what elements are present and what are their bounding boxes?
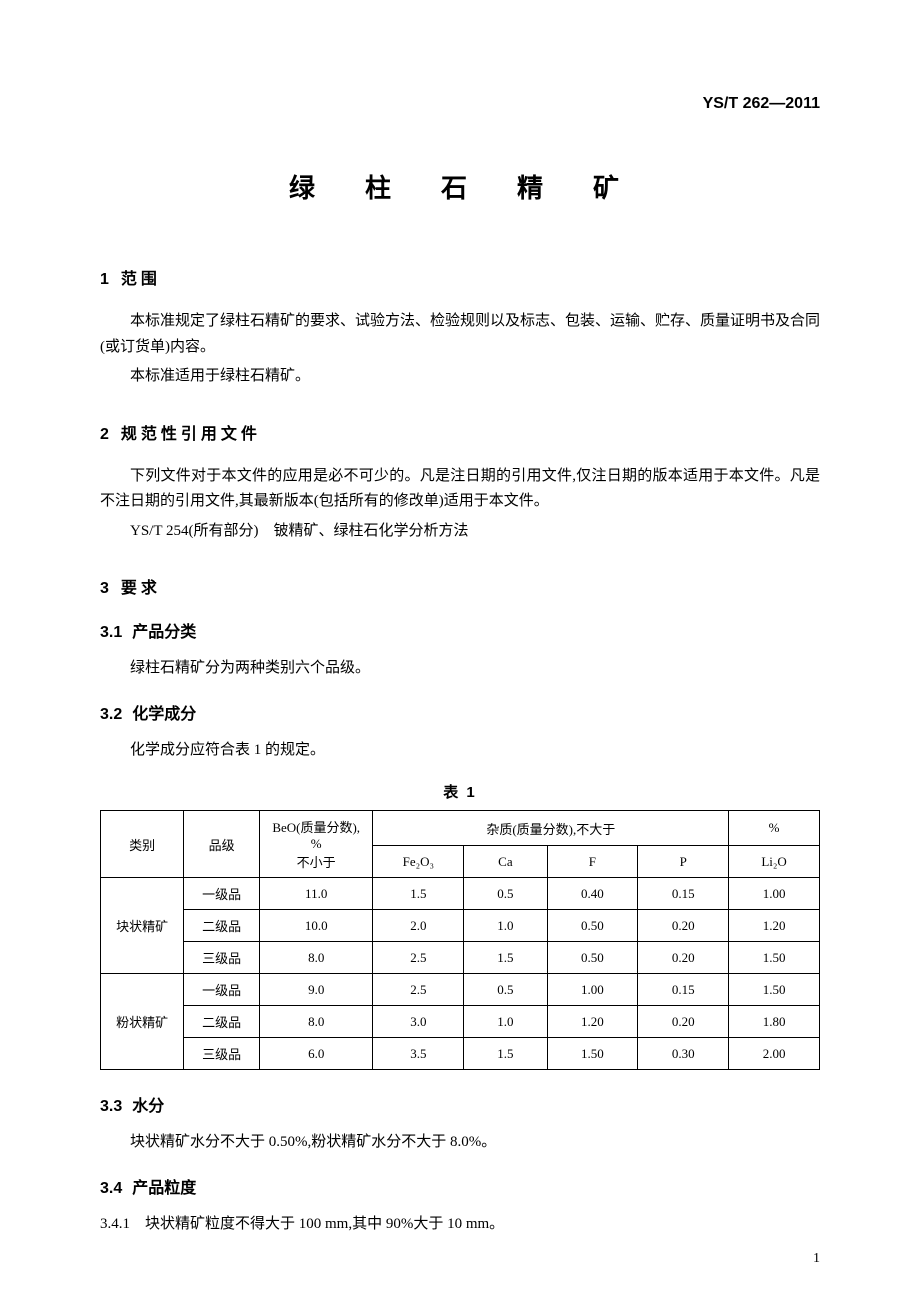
section-1-label: 范围 <box>121 271 161 288</box>
td-ca: 1.5 <box>464 1038 547 1070</box>
section-2-heading: 2 规范性引用文件 <box>100 420 820 444</box>
section-3-heading: 3 要求 <box>100 574 820 598</box>
td-ca: 0.5 <box>464 878 547 910</box>
td-f: 0.40 <box>547 878 638 910</box>
th-beo-pct: % <box>264 836 369 852</box>
td-cat-powder: 粉状精矿 <box>101 974 184 1070</box>
section-3-3-label: 水分 <box>132 1098 164 1115</box>
td-p: 0.20 <box>638 910 729 942</box>
section-3-number: 3 <box>100 580 109 597</box>
section-3-label: 要求 <box>121 580 161 597</box>
th-beo: BeO(质量分数), % 不小于 <box>259 811 373 878</box>
table-1-caption: 表 1 <box>100 781 820 802</box>
section-3-2-heading: 3.2 化学成分 <box>100 700 820 724</box>
td-grade: 一级品 <box>184 878 260 910</box>
td-li2o: 1.50 <box>729 974 820 1006</box>
td-li2o: 1.80 <box>729 1006 820 1038</box>
section-1-number: 1 <box>100 271 109 288</box>
section-2-para-2: YS/T 254(所有部分) 铍精矿、绿柱石化学分析方法 <box>100 519 820 545</box>
td-f: 0.50 <box>547 910 638 942</box>
section-3-1-para: 绿柱石精矿分为两种类别六个品级。 <box>100 656 820 682</box>
td-li2o: 1.00 <box>729 878 820 910</box>
section-3-4-1: 3.4.1 块状精矿粒度不得大于 100 mm,其中 90%大于 10 mm。 <box>100 1212 820 1238</box>
section-2-label: 规范性引用文件 <box>121 426 261 443</box>
section-1-para-1: 本标准规定了绿柱石精矿的要求、试验方法、检验规则以及标志、包装、运输、贮存、质量… <box>100 309 820 360</box>
td-fe2o3: 2.5 <box>373 942 464 974</box>
th-impurity: 杂质(质量分数),不大于 <box>373 811 729 846</box>
section-2-number: 2 <box>100 426 109 443</box>
td-p: 0.15 <box>638 878 729 910</box>
td-p: 0.30 <box>638 1038 729 1070</box>
table-row: 块状精矿 一级品 11.0 1.5 0.5 0.40 0.15 1.00 <box>101 878 820 910</box>
section-3-2-number: 3.2 <box>100 706 122 723</box>
th-pct: % <box>729 811 820 846</box>
td-p: 0.20 <box>638 1006 729 1038</box>
td-fe2o3: 2.5 <box>373 974 464 1006</box>
td-f: 1.00 <box>547 974 638 1006</box>
td-li2o: 1.50 <box>729 942 820 974</box>
section-3-4-heading: 3.4 产品粒度 <box>100 1174 820 1198</box>
section-3-3-para: 块状精矿水分不大于 0.50%,粉状精矿水分不大于 8.0%。 <box>100 1130 820 1156</box>
td-ca: 1.0 <box>464 1006 547 1038</box>
td-li2o: 1.20 <box>729 910 820 942</box>
th-beo-line2: 不小于 <box>264 852 369 871</box>
table-row: 二级品 8.0 3.0 1.0 1.20 0.20 1.80 <box>101 1006 820 1038</box>
section-3-3-number: 3.3 <box>100 1098 122 1115</box>
th-fe2o3: Fe₂O₃ <box>373 846 464 878</box>
table-row: 三级品 6.0 3.5 1.5 1.50 0.30 2.00 <box>101 1038 820 1070</box>
section-1-heading: 1 范围 <box>100 265 820 289</box>
td-p: 0.15 <box>638 974 729 1006</box>
td-grade: 一级品 <box>184 974 260 1006</box>
th-li2o: Li₂O <box>729 846 820 878</box>
td-beo: 9.0 <box>259 974 373 1006</box>
td-fe2o3: 3.5 <box>373 1038 464 1070</box>
td-beo: 6.0 <box>259 1038 373 1070</box>
td-grade: 三级品 <box>184 942 260 974</box>
table-row: 三级品 8.0 2.5 1.5 0.50 0.20 1.50 <box>101 942 820 974</box>
td-beo: 10.0 <box>259 910 373 942</box>
td-p: 0.20 <box>638 942 729 974</box>
th-ca: Ca <box>464 846 547 878</box>
td-ca: 0.5 <box>464 974 547 1006</box>
document-title: 绿 柱 石 精 矿 <box>100 168 820 205</box>
table-header-row-1: 类别 品级 BeO(质量分数), % 不小于 杂质(质量分数),不大于 % <box>101 811 820 846</box>
td-f: 1.50 <box>547 1038 638 1070</box>
section-3-4-number: 3.4 <box>100 1180 122 1197</box>
section-3-1-heading: 3.1 产品分类 <box>100 618 820 642</box>
td-beo: 11.0 <box>259 878 373 910</box>
td-fe2o3: 1.5 <box>373 878 464 910</box>
section-3-2-label: 化学成分 <box>132 706 196 723</box>
section-1-para-2: 本标准适用于绿柱石精矿。 <box>100 364 820 390</box>
td-beo: 8.0 <box>259 1006 373 1038</box>
section-3-2-para: 化学成分应符合表 1 的规定。 <box>100 738 820 764</box>
th-grade: 品级 <box>184 811 260 878</box>
document-page: YS/T 262—2011 绿 柱 石 精 矿 1 范围 本标准规定了绿柱石精矿的… <box>0 0 920 1302</box>
th-f: F <box>547 846 638 878</box>
td-grade: 二级品 <box>184 910 260 942</box>
th-p: P <box>638 846 729 878</box>
td-fe2o3: 2.0 <box>373 910 464 942</box>
section-3-4-label: 产品粒度 <box>132 1180 196 1197</box>
table-1: 类别 品级 BeO(质量分数), % 不小于 杂质(质量分数),不大于 % Fe… <box>100 810 820 1070</box>
th-beo-line1: BeO(质量分数), <box>264 817 369 836</box>
td-fe2o3: 3.0 <box>373 1006 464 1038</box>
td-li2o: 2.00 <box>729 1038 820 1070</box>
td-ca: 1.0 <box>464 910 547 942</box>
td-grade: 三级品 <box>184 1038 260 1070</box>
section-3-1-number: 3.1 <box>100 624 122 641</box>
td-f: 0.50 <box>547 942 638 974</box>
table-row: 粉状精矿 一级品 9.0 2.5 0.5 1.00 0.15 1.50 <box>101 974 820 1006</box>
table-row: 二级品 10.0 2.0 1.0 0.50 0.20 1.20 <box>101 910 820 942</box>
td-beo: 8.0 <box>259 942 373 974</box>
td-grade: 二级品 <box>184 1006 260 1038</box>
section-2-para-1: 下列文件对于本文件的应用是必不可少的。凡是注日期的引用文件,仅注日期的版本适用于… <box>100 464 820 515</box>
document-number: YS/T 262—2011 <box>100 95 820 113</box>
section-3-1-label: 产品分类 <box>132 624 196 641</box>
td-f: 1.20 <box>547 1006 638 1038</box>
td-ca: 1.5 <box>464 942 547 974</box>
th-category: 类别 <box>101 811 184 878</box>
page-number: 1 <box>813 1251 820 1267</box>
td-cat-block: 块状精矿 <box>101 878 184 974</box>
section-3-3-heading: 3.3 水分 <box>100 1092 820 1116</box>
